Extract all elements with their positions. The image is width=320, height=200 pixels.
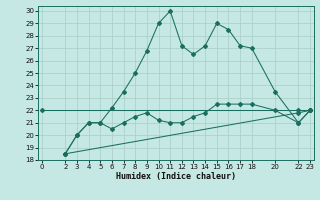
- X-axis label: Humidex (Indice chaleur): Humidex (Indice chaleur): [116, 172, 236, 181]
